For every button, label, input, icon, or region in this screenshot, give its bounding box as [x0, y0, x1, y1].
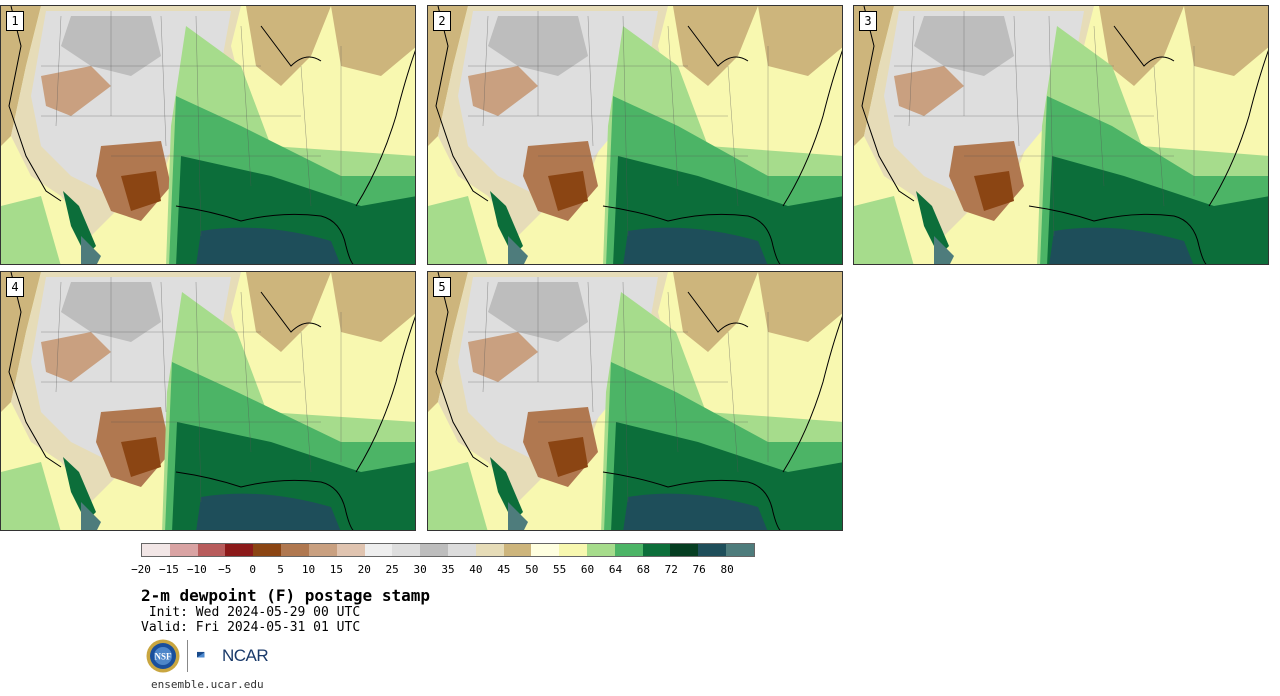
- panel-number: 3: [859, 11, 877, 31]
- colorbar-segment: [503, 544, 532, 556]
- colorbar-tick-label: 76: [692, 563, 706, 576]
- colorbar-segment: [169, 544, 198, 556]
- ncar-logo: [197, 651, 205, 658]
- colorbar-segment: [142, 544, 170, 556]
- colorbar-segment: [698, 544, 727, 556]
- dewpoint-map: [428, 272, 842, 530]
- map-panel-2[interactable]: 2: [427, 5, 843, 265]
- colorbar-tick-label: 64: [608, 563, 623, 576]
- colorbar-tick-label: 60: [580, 563, 595, 576]
- colorbar: [141, 543, 755, 557]
- colorbar-segment: [197, 544, 226, 556]
- colorbar-tick-label: 45: [497, 563, 511, 576]
- colorbar-tick-label: 10: [301, 563, 316, 576]
- colorbar-tick-label: 30: [413, 563, 427, 576]
- nsf-logo-text: NSF: [154, 652, 172, 662]
- colorbar-tick-label: 0: [249, 563, 256, 576]
- colorbar-tick-label: 40: [469, 563, 483, 576]
- dewpoint-map: [854, 6, 1268, 264]
- colorbar-segment: [587, 544, 615, 556]
- map-panel-5[interactable]: 5: [427, 271, 843, 531]
- colorbar-segment: [281, 544, 309, 556]
- colorbar-segment: [726, 544, 754, 556]
- dewpoint-map: [1, 6, 415, 264]
- colorbar-segment: [336, 544, 365, 556]
- colorbar-tick-label: 35: [441, 563, 455, 576]
- colorbar-segment: [225, 544, 254, 556]
- panel-number: 1: [6, 11, 24, 31]
- colorbar-tick-label: −5: [218, 563, 232, 576]
- map-panel-4[interactable]: 4: [0, 271, 416, 531]
- colorbar-segment: [447, 544, 476, 556]
- colorbar-segment: [475, 544, 504, 556]
- colorbar-segment: [614, 544, 643, 556]
- colorbar-tick-label: 80: [720, 563, 734, 576]
- dewpoint-map: [1, 272, 415, 530]
- valid-time: Valid: Fri 2024-05-31 01 UTC: [141, 620, 361, 635]
- colorbar-tick-label: 20: [357, 563, 371, 576]
- init-time: Init: Wed 2024-05-29 00 UTC: [141, 605, 361, 620]
- ncar-logo-text: NCAR: [222, 646, 269, 665]
- map-panel-1[interactable]: 1: [0, 5, 416, 265]
- colorbar-tick-label: −20: [131, 563, 151, 576]
- colorbar-tick-label: 5: [277, 563, 284, 576]
- colorbar-segment: [670, 544, 699, 556]
- colorbar-tick-label: 72: [664, 563, 678, 576]
- colorbar-segment: [559, 544, 587, 556]
- colorbar-tick-label: −10: [186, 563, 207, 576]
- colorbar-segment: [531, 544, 560, 556]
- colorbar-segment: [420, 544, 448, 556]
- map-panel-3[interactable]: 3: [853, 5, 1269, 265]
- colorbar-tick-label: 25: [385, 563, 399, 576]
- colorbar-segment: [308, 544, 337, 556]
- nsf-logo: NSF: [146, 639, 180, 673]
- panel-number: 2: [433, 11, 451, 31]
- panel-number: 5: [433, 277, 451, 297]
- colorbar-segment: [642, 544, 671, 556]
- panel-number: 4: [6, 277, 24, 297]
- colorbar-segment: [253, 544, 282, 556]
- colorbar-tick-label: −15: [158, 563, 179, 576]
- colorbar-segment: [392, 544, 421, 556]
- colorbar-tick-label: 50: [525, 563, 539, 576]
- footer-url: ensemble.ucar.edu: [151, 678, 264, 691]
- colorbar-tick-label: 15: [329, 563, 343, 576]
- dewpoint-map: [428, 6, 842, 264]
- logo-divider: [187, 640, 188, 672]
- colorbar-tick-label: 68: [636, 563, 650, 576]
- colorbar-segment: [364, 544, 393, 556]
- colorbar-tick-label: 55: [553, 563, 567, 576]
- colorbar-tick-labels: −20 −15 −10 −5 0 5 10 15 20 25 30 35 40 45 50 55 60 64 68 7…: [0, 563, 900, 577]
- chart-title: 2-m dewpoint (F) postage stamp: [141, 586, 430, 605]
